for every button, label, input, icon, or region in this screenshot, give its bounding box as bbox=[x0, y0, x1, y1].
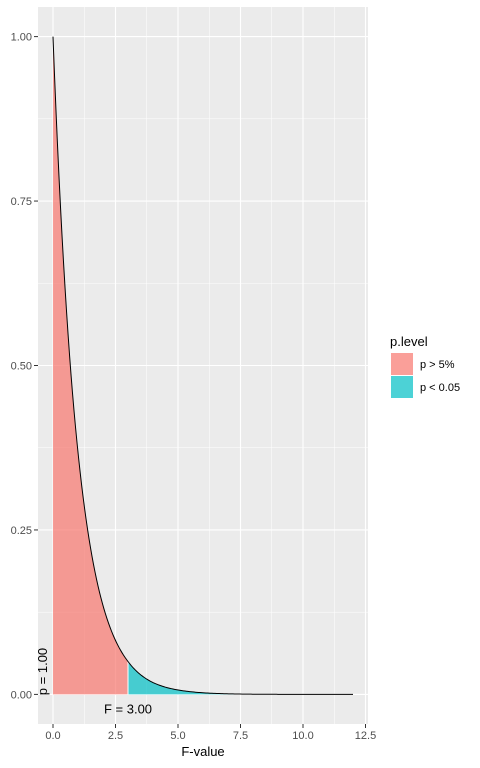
x-tick-label: 7.5 bbox=[233, 730, 248, 742]
annotation-p-value: p = 1.00 bbox=[35, 648, 50, 695]
x-tick-label: 5.0 bbox=[170, 730, 185, 742]
y-tick-label: 0.75 bbox=[11, 196, 32, 208]
x-tick-label: 0.0 bbox=[45, 730, 60, 742]
annotations: F = 3.00 p = 1.00 bbox=[35, 648, 152, 717]
x-tick-label: 10.0 bbox=[292, 730, 313, 742]
legend: p.level p > 5% p < 0.05 bbox=[390, 334, 460, 398]
legend-label: p > 5% bbox=[420, 359, 455, 371]
legend-title: p.level bbox=[390, 334, 428, 349]
area-p-below-005 bbox=[128, 661, 353, 695]
area-fills bbox=[53, 36, 353, 695]
x-axis: 0.0 2.5 5.0 7.5 10.0 12.5 bbox=[45, 724, 376, 742]
legend-swatch bbox=[391, 376, 413, 398]
y-tick-label: 0.00 bbox=[11, 689, 32, 701]
y-tick-label: 1.00 bbox=[11, 32, 32, 44]
x-tick-label: 2.5 bbox=[108, 730, 123, 742]
y-axis: 0.00 0.25 0.50 0.75 1.00 bbox=[11, 32, 38, 701]
annotation-f-value: F = 3.00 bbox=[104, 702, 152, 717]
x-tick-label: 12.5 bbox=[355, 730, 376, 742]
y-tick-label: 0.25 bbox=[11, 525, 32, 537]
legend-label: p < 0.05 bbox=[420, 382, 460, 394]
legend-swatch bbox=[391, 353, 413, 375]
area-p-above-5pct bbox=[53, 36, 128, 695]
x-axis-title: F-value bbox=[181, 744, 224, 759]
density-curve bbox=[52, 36, 354, 695]
y-tick-label: 0.50 bbox=[11, 361, 32, 373]
